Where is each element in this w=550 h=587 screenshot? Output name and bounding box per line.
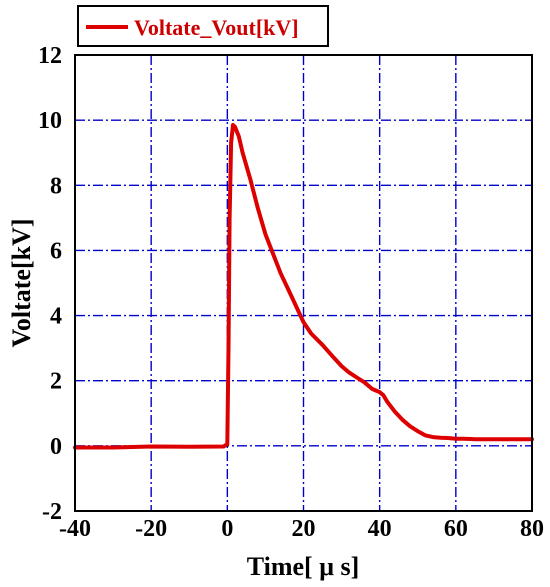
x-tick-labels: -40 -20 0 20 40 60 80 — [59, 516, 544, 542]
y-tick-label: 8 — [50, 173, 62, 199]
legend-entry-label: Voltate_Vout[kV] — [134, 15, 299, 40]
y-tick-label: 4 — [50, 304, 62, 330]
x-tick-label: -40 — [59, 516, 91, 542]
x-tick-label: 40 — [368, 516, 392, 542]
x-tick-label: 60 — [444, 516, 468, 542]
plot-frame — [74, 54, 533, 512]
y-tick-label: 2 — [50, 369, 62, 395]
series-layer — [73, 123, 534, 450]
x-tick-label: 0 — [221, 516, 233, 542]
x-tick-label: 20 — [292, 516, 316, 542]
y-tick-labels: -2 0 2 4 6 8 10 12 — [38, 43, 62, 525]
y-axis-label: Voltate[kV] — [7, 218, 36, 347]
y-tick-label: -2 — [42, 499, 62, 525]
y-tick-label: 12 — [38, 43, 62, 69]
x-tick-label: -20 — [135, 516, 167, 542]
y-tick-label: 6 — [50, 238, 62, 264]
x-tick-label: 80 — [520, 516, 544, 542]
x-axis-label: Time[ μ s] — [247, 552, 359, 581]
legend: Voltate_Vout[kV] — [77, 5, 329, 47]
series-line-voltage-vout — [73, 123, 534, 450]
y-tick-label: 0 — [50, 434, 62, 460]
y-tick-label: 10 — [38, 108, 62, 134]
